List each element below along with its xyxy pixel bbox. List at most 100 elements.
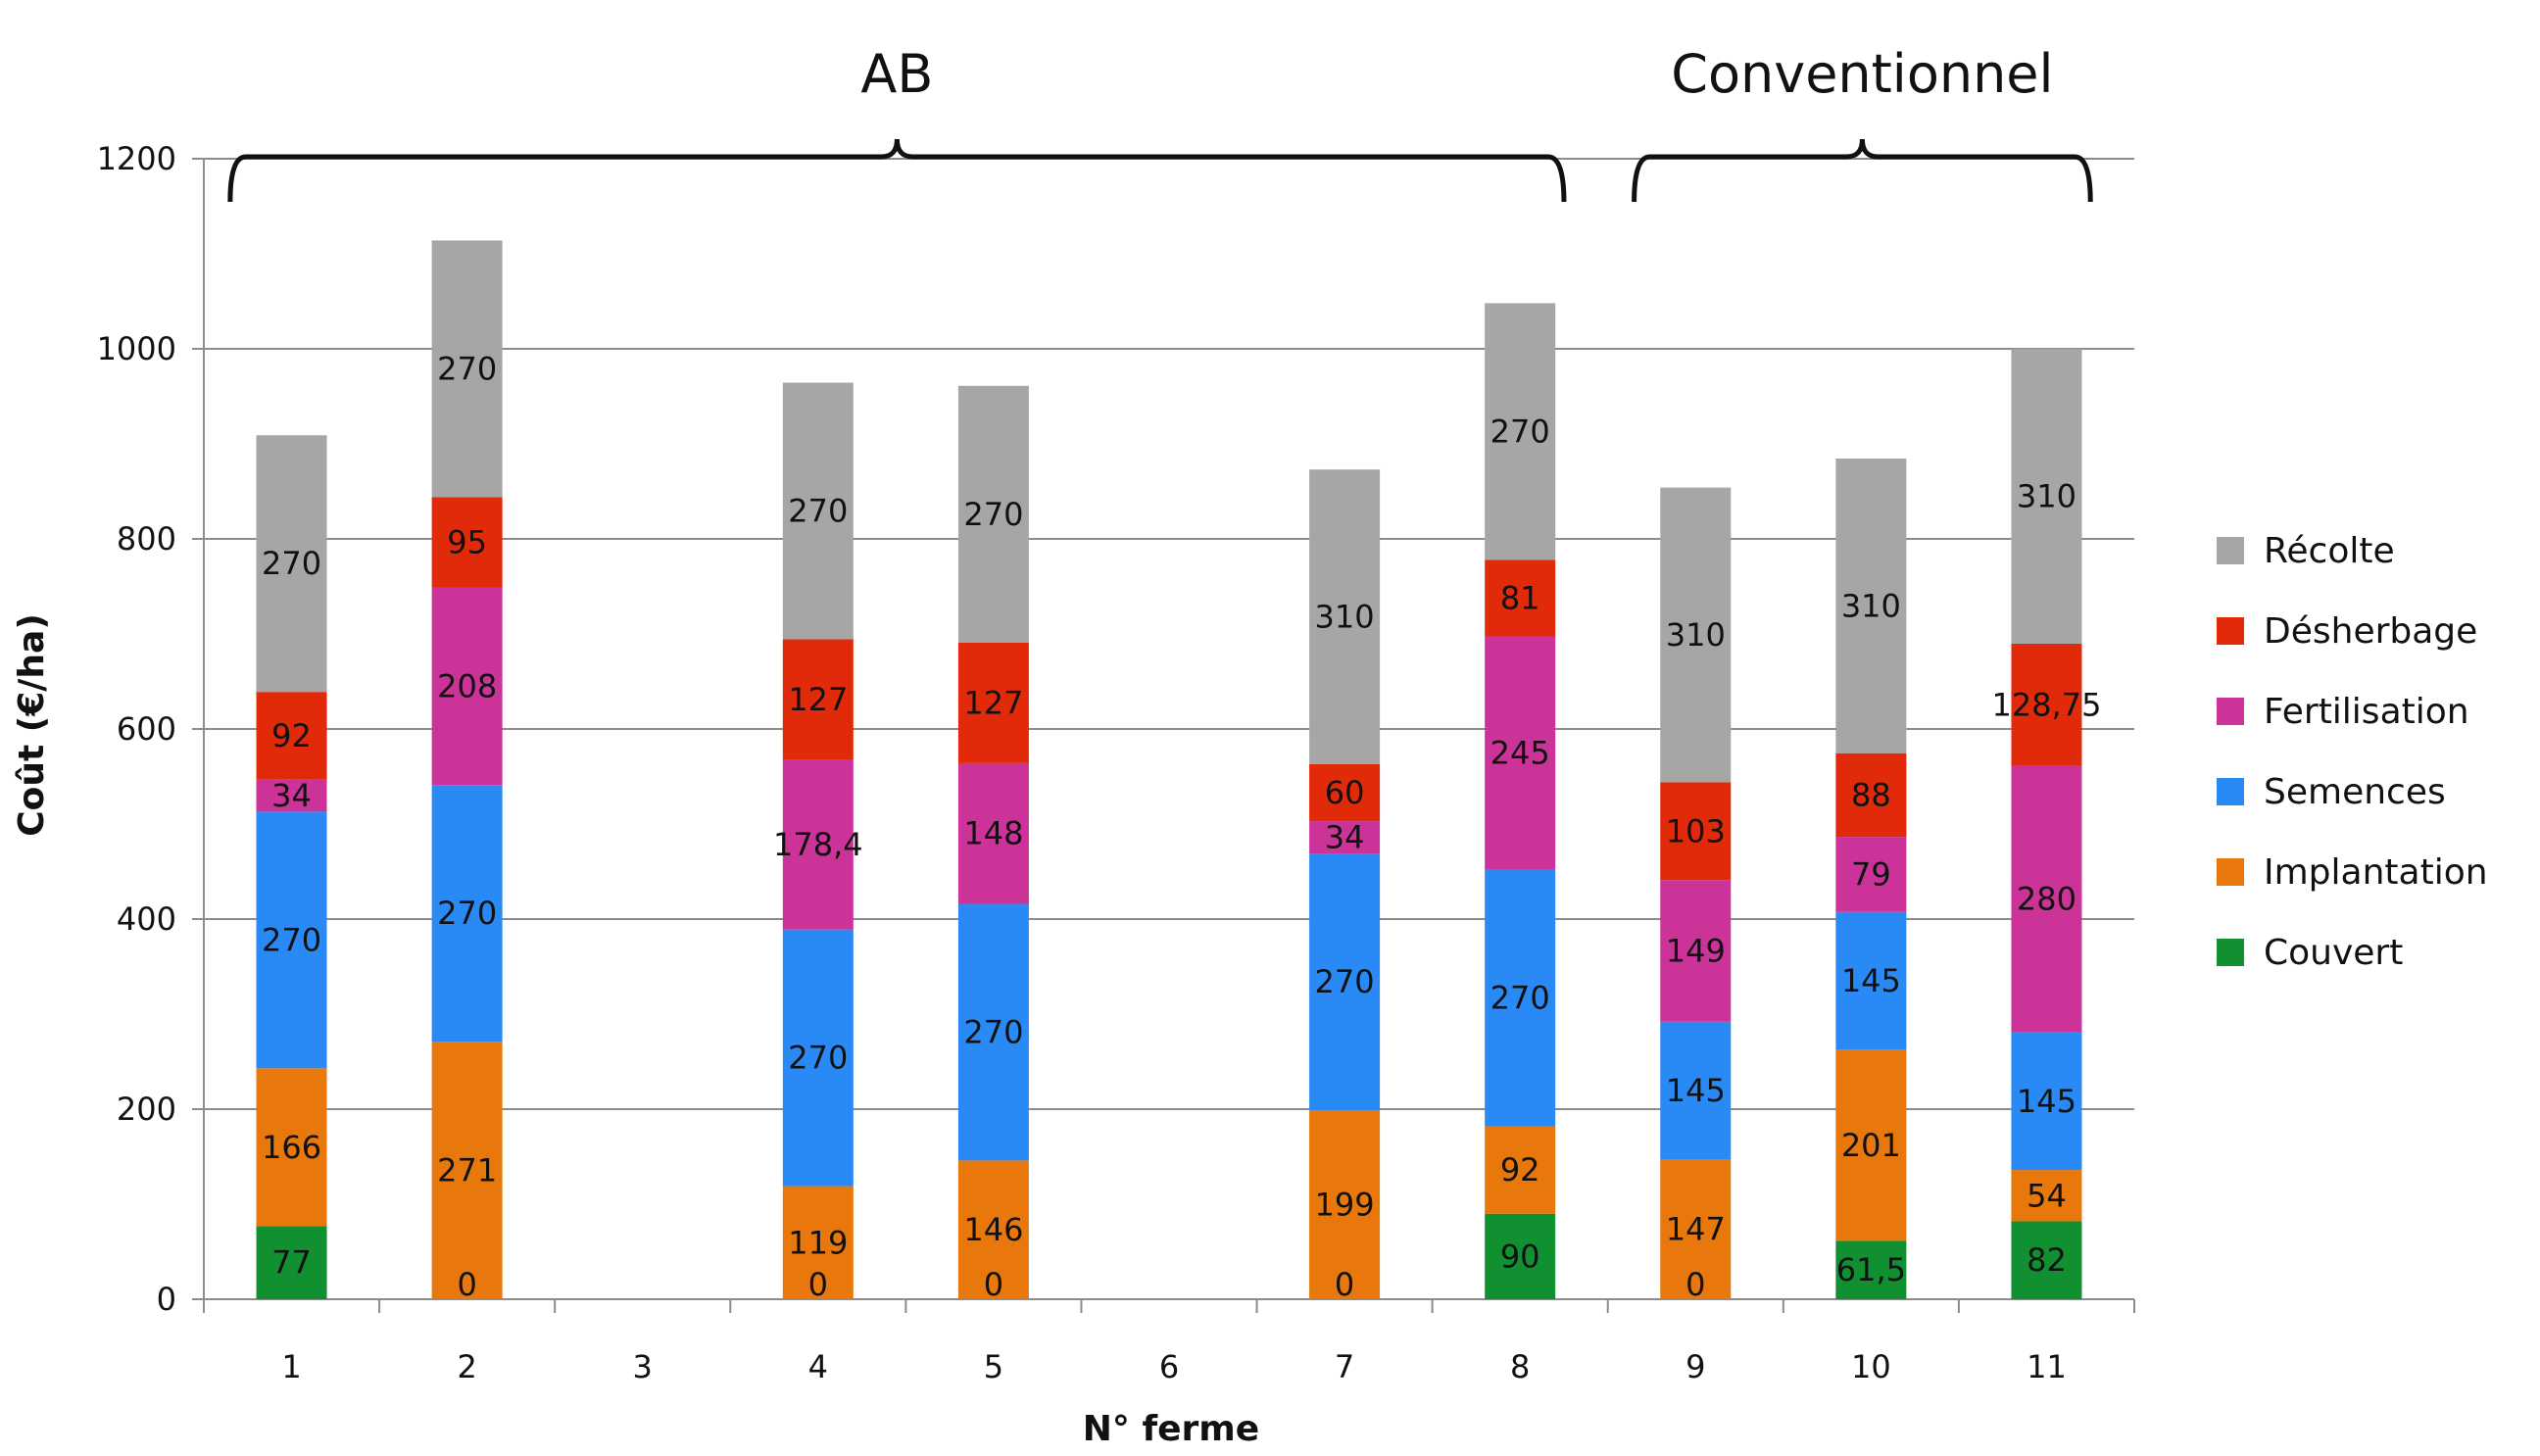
- x-tick-label: 3: [633, 1348, 653, 1385]
- data-label: 270: [788, 1040, 848, 1077]
- legend-label: Récolte: [2264, 531, 2395, 571]
- bar-segment: [1309, 469, 1381, 764]
- bar-segment: [256, 811, 327, 1069]
- bar-segment: [957, 1160, 1029, 1299]
- y-tick-label: 1200: [97, 140, 176, 177]
- data-label: 0: [457, 1266, 476, 1303]
- bar-segment: [1485, 869, 1556, 1127]
- data-label: 88: [1851, 776, 1891, 813]
- bar-segment: [957, 762, 1029, 904]
- bar-segment: [782, 929, 854, 1187]
- data-label: 270: [437, 350, 497, 387]
- legend-label: Désherbage: [2264, 611, 2477, 652]
- data-label: 270: [788, 492, 848, 529]
- data-label: 208: [437, 667, 497, 704]
- data-label: 270: [437, 895, 497, 932]
- bar-segment: [256, 435, 327, 693]
- legend-swatch: [2217, 537, 2244, 564]
- x-tick-label: 6: [1159, 1348, 1179, 1385]
- bar-segment: [256, 692, 327, 780]
- bar-segment: [1485, 303, 1556, 560]
- bar-segment: [782, 639, 854, 760]
- legend-item[interactable]: Désherbage: [2217, 611, 2477, 652]
- bar-segment: [1660, 487, 1732, 783]
- bar-segment: [1485, 1213, 1556, 1299]
- data-label: 0: [1685, 1266, 1705, 1303]
- data-label: 310: [1315, 599, 1375, 636]
- bar-segment: [1835, 1240, 1907, 1299]
- data-label: 95: [447, 523, 487, 560]
- data-label: 0: [1335, 1266, 1354, 1303]
- bar-segment: [2011, 1170, 2082, 1222]
- bar-segment: [957, 642, 1029, 763]
- data-label: 103: [1666, 812, 1726, 849]
- legend-swatch: [2217, 778, 2244, 805]
- legend-item[interactable]: Fertilisation: [2217, 692, 2469, 732]
- bar-segment: [1485, 636, 1556, 870]
- data-label: 148: [963, 815, 1023, 852]
- data-label: 280: [2017, 881, 2076, 918]
- axes: [192, 158, 2135, 1313]
- bar-segment: [431, 1042, 503, 1299]
- data-label: 79: [1851, 855, 1891, 893]
- bar-segment: [1835, 911, 1907, 1050]
- data-label: 145: [2017, 1083, 2076, 1120]
- bar-segment: [1835, 1049, 1907, 1241]
- legend-swatch: [2217, 698, 2244, 725]
- x-tick-label: 5: [984, 1348, 1003, 1385]
- y-tick-label: 200: [117, 1091, 176, 1128]
- bar-segment: [2011, 643, 2082, 766]
- data-label: 54: [2027, 1177, 2067, 1214]
- bar-segment: [2011, 1221, 2082, 1299]
- data-label: 128,75: [1991, 686, 2101, 723]
- x-axis-title: N° ferme: [1083, 1409, 1259, 1449]
- x-tick-label: 8: [1510, 1348, 1530, 1385]
- bar-segment: [782, 759, 854, 930]
- x-tick-label: 1: [281, 1348, 301, 1385]
- legend[interactable]: Récolte Désherbage Fertilisation Semences Im…: [2217, 531, 2488, 973]
- data-label: 270: [1490, 980, 1550, 1017]
- legend-item[interactable]: Semences: [2217, 772, 2446, 812]
- data-label: 81: [1500, 580, 1540, 617]
- data-label: 61,5: [1836, 1251, 1906, 1288]
- data-label: 90: [1500, 1238, 1540, 1275]
- data-label: 77: [271, 1244, 312, 1282]
- bar-segment: [1485, 1126, 1556, 1214]
- legend-label: Implantation: [2264, 852, 2488, 893]
- data-label: 270: [963, 1013, 1023, 1050]
- data-label: 82: [2027, 1241, 2067, 1279]
- bar-segment: [1835, 459, 1907, 753]
- bar-segment: [1660, 1159, 1732, 1299]
- bar-segment: [2011, 765, 2082, 1033]
- data-label: 34: [271, 777, 312, 814]
- data-label: 245: [1490, 735, 1550, 772]
- group-braces: AB Conventionnel: [227, 43, 2093, 203]
- bar-segment: [782, 382, 854, 640]
- data-label: 201: [1841, 1127, 1901, 1164]
- bar-segment: [2011, 1032, 2082, 1171]
- bar-segment: [431, 785, 503, 1043]
- legend-item[interactable]: Couvert: [2217, 933, 2403, 973]
- legend-label: Fertilisation: [2264, 692, 2469, 732]
- bar-segment: [431, 587, 503, 786]
- data-label: 146: [963, 1211, 1023, 1248]
- bar-segment: [1835, 752, 1907, 838]
- bar-segment: [1309, 763, 1381, 822]
- data-label: 199: [1315, 1186, 1375, 1223]
- data-label: 270: [262, 545, 321, 582]
- data-labels: 77 166 270 34 92 270 0 271 270 208 95 270 0 119 270 178…: [262, 350, 2101, 1303]
- data-label: 270: [1315, 963, 1375, 1000]
- data-label: 270: [1490, 413, 1550, 450]
- data-label: 34: [1325, 819, 1365, 856]
- data-label: 127: [788, 681, 848, 718]
- bar-segment: [431, 497, 503, 588]
- x-tick-label: 4: [808, 1348, 828, 1385]
- legend-item[interactable]: Récolte: [2217, 531, 2395, 571]
- group-brace: [1632, 138, 2093, 203]
- legend-item[interactable]: Implantation: [2217, 852, 2488, 893]
- legend-label: Couvert: [2264, 933, 2403, 973]
- data-label: 92: [1500, 1151, 1540, 1189]
- bar-segment: [256, 1226, 327, 1299]
- x-tick-label: 7: [1335, 1348, 1354, 1385]
